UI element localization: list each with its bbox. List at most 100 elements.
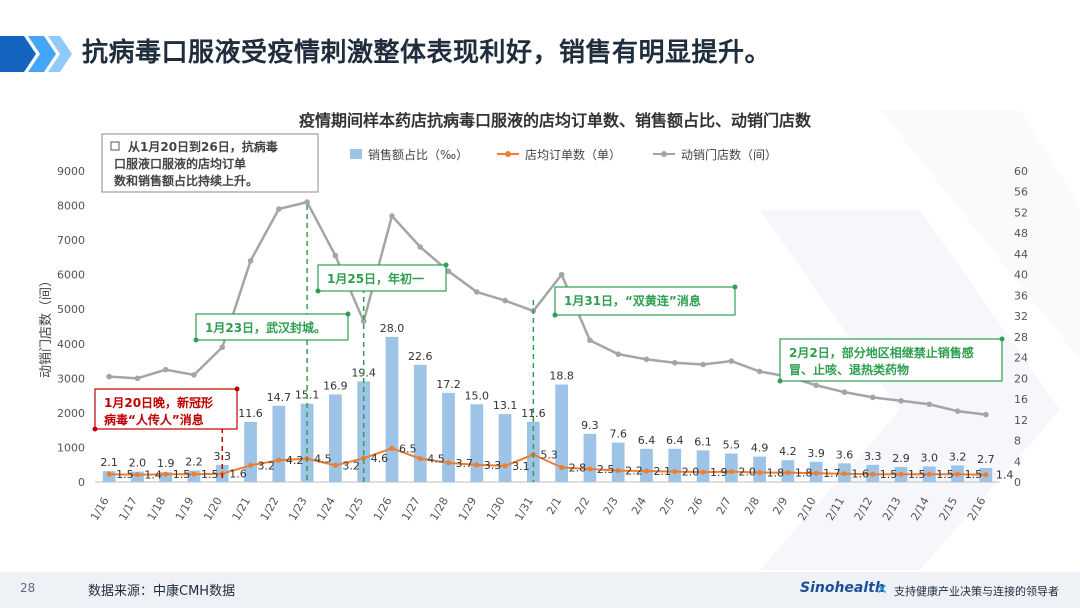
orders-point [983, 472, 989, 478]
sales-share-bar [696, 450, 710, 482]
sales-share-label: 2.7 [977, 453, 995, 466]
note-jan25-text: 1月25日，年初一 [327, 271, 424, 286]
note-jan25-box [317, 264, 447, 292]
orders-point [955, 471, 961, 477]
stores-point [134, 375, 141, 382]
stores-point [587, 337, 593, 344]
category-label: 2/13 [880, 495, 904, 523]
category-label: 2/7 [714, 495, 734, 517]
orders-point [870, 471, 876, 477]
orders-label: 4.2 [286, 454, 304, 467]
category-label: 1/24 [314, 495, 338, 523]
note-jan31-handle [732, 284, 738, 290]
note-jan23-handle [193, 337, 199, 343]
note-jan20-text: 1月20日晚，新冠形 [104, 395, 213, 410]
stores-series-line [109, 200, 987, 416]
note-jan31-box [554, 286, 736, 316]
orders-point [106, 471, 112, 477]
orders-label: 3.1 [512, 460, 530, 473]
stores-point [360, 318, 367, 325]
note-jan20-handle [92, 426, 98, 432]
sales-share-label: 5.5 [723, 438, 741, 451]
sales-share-bar [668, 448, 682, 482]
sales-share-label: 1.9 [157, 457, 175, 470]
sales-share-label: 28.0 [380, 322, 405, 335]
right-axis-tick-label: 20 [1014, 372, 1028, 385]
sales-share-label: 2.0 [129, 457, 147, 470]
stores-point [162, 366, 169, 373]
orders-label: 1.4 [144, 469, 162, 482]
orders-point [728, 469, 734, 475]
sales-share-label: 13.1 [493, 399, 518, 412]
note-jan31-handle [552, 312, 558, 318]
stores-point [926, 401, 933, 408]
left-axis-tick-label: 4000 [57, 338, 85, 351]
orders-label: 3.2 [342, 459, 360, 472]
orders-label: 3.7 [456, 457, 474, 470]
sales-share-label: 17.2 [436, 378, 461, 391]
orders-label: 2.2 [625, 465, 643, 478]
orders-label: 1.6 [229, 468, 247, 481]
sales-share-label: 11.6 [521, 407, 546, 420]
note-feb2-text: 2月2日，部分地区相继禁止销售感 [789, 345, 974, 360]
orders-label: 1.5 [936, 468, 954, 481]
orders-point [643, 468, 649, 474]
orders-point [417, 456, 423, 462]
right-axis-tick-label: 24 [1014, 352, 1028, 365]
sales-share-label: 3.6 [836, 448, 854, 461]
category-label: 1/31 [512, 495, 536, 523]
orders-label: 1.8 [795, 467, 813, 480]
note-jan31-text: 1月31日，“双黄连”消息 [564, 293, 701, 308]
footer-bar [0, 572, 1080, 608]
right-axis-tick-label: 12 [1014, 414, 1028, 427]
sales-share-bar [159, 472, 173, 482]
orders-label: 6.5 [399, 442, 417, 455]
orders-label: 1.5 [908, 468, 926, 481]
orders-point [841, 471, 847, 477]
sales-share-label: 15.0 [465, 389, 490, 402]
orders-label: 2.8 [569, 461, 587, 474]
orders-label: 2.0 [738, 466, 756, 479]
stores-point [502, 297, 508, 304]
sales-share-bar [526, 421, 540, 482]
legend-swatch-marker [505, 151, 511, 157]
sales-share-bar [413, 364, 427, 482]
sales-share-label: 14.7 [267, 391, 292, 404]
stores-point [671, 359, 678, 366]
orders-label: 4.5 [427, 453, 445, 466]
sales-share-bar [329, 394, 342, 482]
right-axis-tick-label: 32 [1014, 310, 1028, 323]
category-label: 2/4 [629, 495, 649, 517]
sales-share-label: 3.2 [949, 450, 967, 463]
stores-point [247, 258, 254, 264]
orders-label: 5.3 [540, 449, 558, 462]
stores-point [417, 244, 424, 250]
stores-point [898, 397, 904, 404]
sales-share-bar [611, 442, 625, 482]
orders-label: 2.0 [682, 466, 700, 479]
sales-share-label: 3.3 [864, 450, 882, 463]
orders-label: 1.8 [767, 467, 785, 480]
right-axis-tick-label: 36 [1014, 289, 1028, 302]
orders-label: 2.1 [653, 465, 671, 478]
note-jan20-text: 病毒“人传人”消息 [104, 412, 204, 427]
right-axis-tick-label: 28 [1014, 331, 1028, 344]
orders-label: 1.9 [710, 466, 728, 479]
data-source: 数据来源：中康CMH数据 [88, 584, 236, 599]
category-label: 1/18 [145, 495, 169, 523]
sales-share-bar [583, 433, 597, 482]
right-axis-tick-label: 8 [1014, 435, 1021, 448]
note-summary-text: 从1月20日到26日，抗病毒 [128, 139, 278, 154]
stores-point [191, 372, 197, 378]
sales-share-label: 22.6 [408, 350, 433, 363]
note-summary-text: 数和销售额占比持续上升。 [114, 173, 258, 188]
stores-point [756, 368, 763, 375]
orders-label: 2.5 [597, 463, 615, 476]
note-jan23-handle [345, 311, 351, 317]
sales-share-bar [470, 404, 484, 482]
brand-slogan: 支持健康产业决策与连接的领导者 [894, 585, 1059, 598]
legend-label: 动销门店数（间） [681, 147, 777, 162]
note-jan25-handle [315, 288, 321, 294]
brand-mark-icon: ✕ [876, 582, 888, 598]
